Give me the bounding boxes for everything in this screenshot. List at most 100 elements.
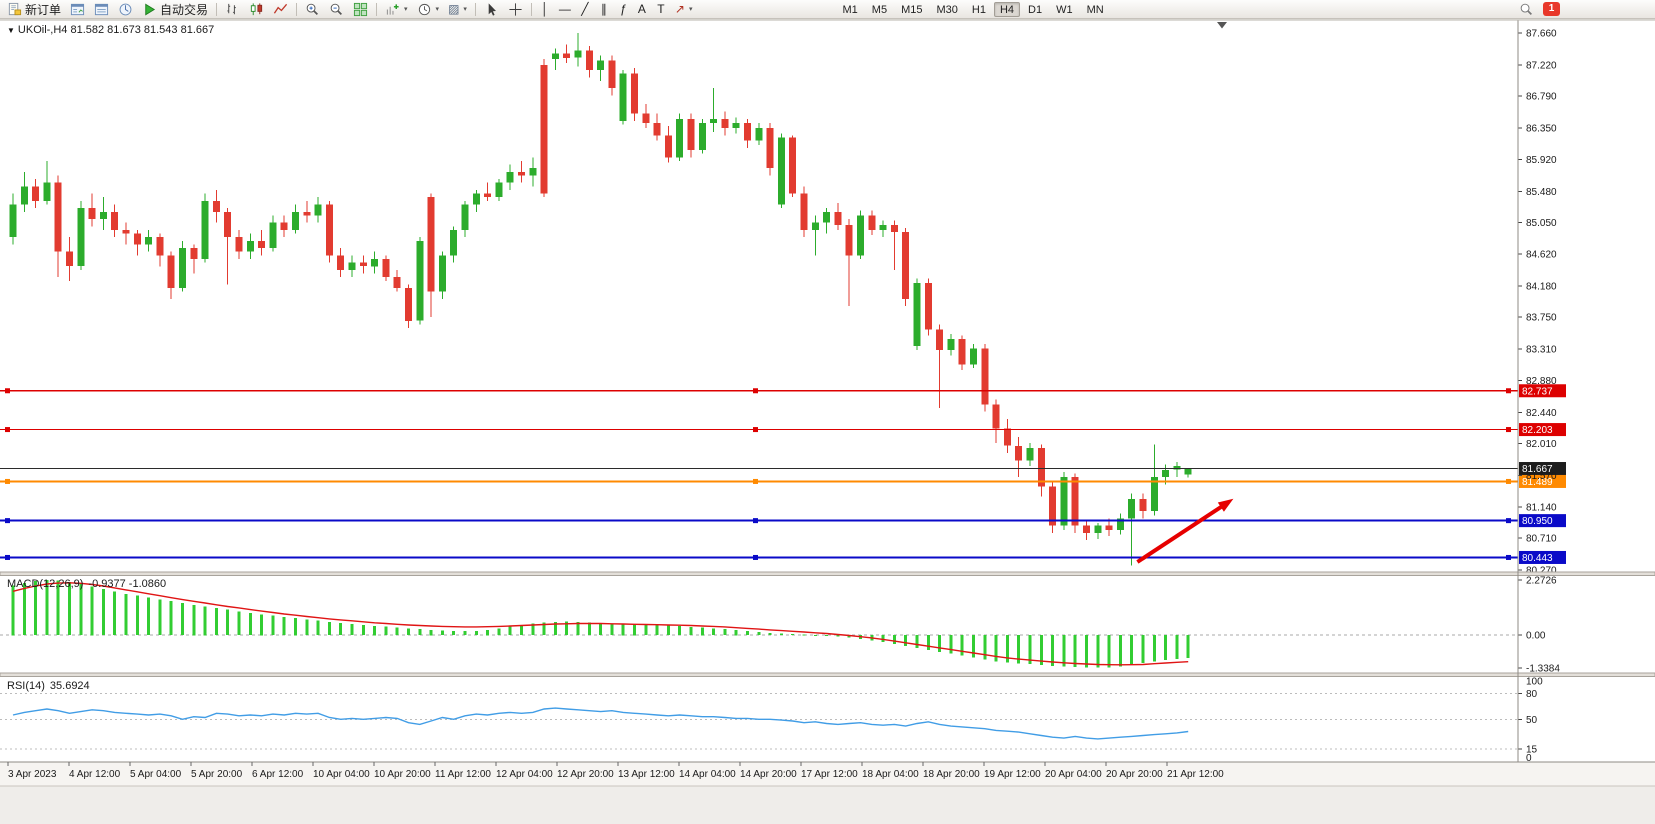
candle-body — [676, 118, 684, 158]
y-axis-label: 84.620 — [1526, 249, 1557, 260]
channel-tool-button[interactable]: ∥ — [595, 1, 613, 18]
main-toolbar: 新订单 自动交易 — [0, 0, 1655, 19]
label-tool-button[interactable]: T — [652, 1, 670, 18]
line-handle[interactable] — [753, 478, 758, 484]
new-order-icon — [8, 2, 22, 15]
line-handle[interactable] — [5, 554, 10, 560]
x-axis-label: 18 Apr 20:00 — [923, 769, 980, 780]
y-axis-label: 82.880 — [1526, 376, 1557, 387]
candlestick-chart-button[interactable] — [245, 1, 268, 18]
price-axis[interactable]: 87.660 87.220 86.790 86.350 85.920 85.480 85.0… — [1518, 29, 1557, 577]
line-handle[interactable] — [753, 554, 758, 560]
line-handle[interactable] — [5, 518, 10, 524]
line-handle[interactable] — [1506, 554, 1511, 560]
timeframe-h1-button[interactable]: H1 — [966, 2, 992, 17]
line-handle[interactable] — [5, 388, 10, 394]
candle-body — [359, 262, 367, 267]
candle-body — [664, 135, 672, 158]
timeframe-m30-button[interactable]: M30 — [930, 2, 963, 17]
fibonacci-tool-button[interactable]: ƒ — [614, 1, 632, 18]
line-handle[interactable] — [753, 388, 758, 394]
price-level-line-80.950[interactable]: 80.950 — [0, 514, 1566, 528]
search-icon[interactable] — [1519, 2, 1534, 17]
trend-arrow-annotation[interactable] — [1136, 498, 1234, 564]
notification-badge[interactable]: 1 — [1543, 2, 1560, 16]
auto-trading-button[interactable]: 自动交易 — [138, 1, 212, 18]
toolbar-right-group: 1 — [1519, 2, 1560, 17]
arrows-tool-button[interactable]: ↗ ▾ — [671, 1, 697, 18]
candlestick-chart-icon — [250, 2, 263, 15]
price-label-text: 80.950 — [1522, 516, 1553, 527]
timeframe-m5-button[interactable]: M5 — [866, 2, 893, 17]
indicators-button[interactable]: ▾ — [381, 1, 412, 18]
price-level-line-82.203[interactable]: 82.203 — [0, 423, 1566, 437]
zoom-out-button[interactable] — [325, 1, 348, 18]
y-axis-label: 85.050 — [1526, 218, 1557, 229]
x-axis-label: 10 Apr 04:00 — [313, 769, 370, 780]
line-handle[interactable] — [1506, 427, 1511, 433]
timeframe-mn-button[interactable]: MN — [1081, 2, 1110, 17]
vertical-line-tool-button[interactable]: │ — [536, 1, 554, 18]
candle-body — [879, 224, 887, 230]
candle-body — [145, 237, 153, 245]
one-click-trading-collapse-icon[interactable]: ▼ — [7, 26, 15, 35]
line-handle[interactable] — [753, 427, 758, 433]
bar-chart-button[interactable] — [221, 1, 244, 18]
price-level-line-81.489[interactable]: 81.489 — [0, 474, 1566, 488]
timeframe-h4-button[interactable]: H4 — [993, 1, 1020, 17]
candle-body — [845, 224, 853, 256]
line-handle[interactable] — [5, 427, 10, 433]
candle-body — [179, 248, 186, 289]
panel-splitter[interactable] — [0, 571, 1655, 576]
text-tool-icon: A — [637, 2, 646, 16]
macd-signal-line — [12, 582, 1189, 666]
crosshair-button[interactable] — [504, 1, 527, 18]
candle-body — [427, 197, 435, 292]
candle-body — [371, 259, 379, 267]
new-order-button[interactable]: 新订单 — [3, 1, 65, 18]
candle-body — [212, 200, 220, 212]
data-window-button[interactable] — [90, 1, 113, 18]
rsi-indicator-label: RSI(14) 35.6924 — [7, 680, 90, 692]
time-axis[interactable]: 3 Apr 2023 4 Apr 12:00 5 Apr 04:00 5 Apr 20… — [7, 762, 1224, 780]
periods-button[interactable]: ▾ — [413, 1, 444, 18]
trendline-tool-button[interactable]: ╱ — [576, 1, 594, 18]
timeframe-m1-button[interactable]: M1 — [837, 2, 864, 17]
line-handle[interactable] — [753, 518, 758, 524]
candle-body — [269, 222, 277, 249]
cursor-button[interactable] — [480, 1, 503, 18]
candle-body — [20, 186, 28, 205]
candle-body — [755, 128, 763, 141]
line-handle[interactable] — [1506, 518, 1511, 524]
chart-title-text: UKOil-,H4 81.582 81.673 81.543 81.667 — [17, 24, 215, 36]
price-level-line-82.737[interactable]: 82.737 — [0, 384, 1566, 398]
templates-button[interactable]: ▨ ▾ — [444, 1, 471, 18]
rsi-line — [12, 707, 1189, 740]
chart-shift-marker[interactable] — [1217, 22, 1227, 29]
line-handle[interactable] — [5, 478, 10, 484]
navigator-button[interactable] — [114, 1, 137, 18]
text-tool-button[interactable]: A — [633, 1, 651, 18]
panel-splitter[interactable] — [0, 672, 1655, 677]
macd-name: MACD(12,26,9) — [7, 578, 84, 590]
line-handle[interactable] — [1506, 388, 1511, 394]
timeframe-m15-button[interactable]: M15 — [895, 2, 928, 17]
candle-body — [574, 50, 582, 58]
timeframe-d1-button[interactable]: D1 — [1022, 2, 1048, 17]
y-axis-label: 86.790 — [1526, 92, 1557, 103]
horizontal-line-tool-button[interactable]: — — [555, 1, 575, 18]
timeframe-w1-button[interactable]: W1 — [1050, 2, 1079, 17]
candle-body — [857, 215, 864, 256]
zoom-in-button[interactable] — [301, 1, 324, 18]
candle-body — [292, 211, 299, 230]
template-icon: ▨ — [448, 2, 460, 16]
market-watch-button[interactable] — [66, 1, 89, 18]
candle-body — [88, 208, 96, 219]
tile-windows-button[interactable] — [349, 1, 372, 18]
x-axis-label: 13 Apr 12:00 — [618, 769, 675, 780]
line-chart-button[interactable] — [269, 1, 292, 18]
line-handle[interactable] — [1506, 478, 1511, 484]
rsi-axis-label: 80 — [1526, 689, 1538, 700]
price-level-line-80.443[interactable]: 80.443 — [0, 550, 1566, 564]
